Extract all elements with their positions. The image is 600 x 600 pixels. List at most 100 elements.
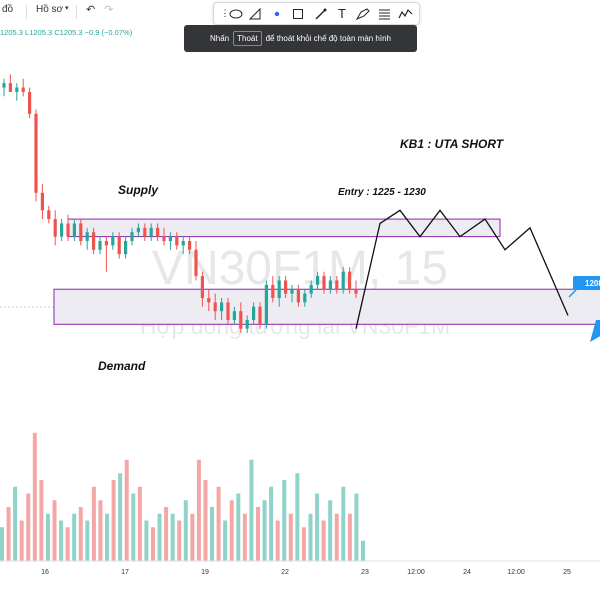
candle-body — [28, 91, 32, 114]
price-tag-box — [573, 276, 600, 290]
candle-body — [290, 289, 294, 294]
volume-bar — [177, 520, 182, 561]
chevron-down-icon[interactable]: ▾ — [65, 5, 69, 12]
volume-bar — [203, 480, 208, 561]
volume-bar — [32, 432, 37, 561]
candle-body — [232, 311, 236, 320]
candle-body — [277, 280, 281, 298]
volume-bar — [0, 527, 4, 561]
candle-body — [92, 232, 96, 250]
toast-suffix: để thoát khỏi chế độ toàn màn hình — [265, 34, 392, 43]
price-tag-pointer — [568, 289, 577, 298]
volume-bar — [137, 486, 142, 561]
x-tick-label: 19 — [201, 569, 209, 576]
volume-bar — [13, 486, 18, 561]
candle-body — [303, 293, 307, 303]
candle-body — [348, 271, 352, 290]
volume-bar — [269, 486, 274, 561]
projection-path[interactable] — [355, 209, 569, 329]
pencil-ruler-icon[interactable] — [247, 6, 263, 21]
volume-bar — [347, 513, 352, 561]
exit-key-badge[interactable]: Thoát — [233, 31, 262, 46]
volume-bar — [45, 513, 50, 561]
candle-body — [98, 241, 102, 250]
candle-body — [15, 87, 19, 92]
volume-bar — [19, 520, 24, 561]
x-tick-label: 12:00 — [407, 569, 425, 576]
candle-body — [245, 319, 249, 329]
dot-icon[interactable] — [269, 6, 285, 21]
candle-body — [309, 284, 313, 294]
candle-body — [111, 236, 115, 246]
undo-icon[interactable]: ↶ — [86, 4, 96, 16]
volume-bar — [59, 520, 64, 561]
volume-bar — [170, 513, 175, 561]
chart-type-button[interactable]: đồ — [2, 4, 14, 15]
volume-bar — [216, 486, 221, 561]
volume-bar — [236, 493, 241, 561]
candle-body — [316, 276, 320, 285]
candle-body — [85, 232, 89, 241]
volume-bar — [262, 500, 267, 561]
candle-body — [226, 302, 230, 320]
volume-bar — [341, 486, 346, 561]
pattern-icon[interactable] — [397, 6, 413, 21]
candle-body — [136, 227, 140, 233]
candle-body — [213, 302, 217, 312]
highlighter-icon[interactable] — [355, 6, 371, 21]
volume-bar — [242, 513, 247, 561]
volume-bar — [72, 513, 77, 561]
price-tag[interactable]: 1208 — [568, 276, 600, 298]
drag-handle-icon[interactable]: ⋮ — [220, 8, 230, 18]
candle-body — [156, 227, 160, 237]
candle-body — [40, 192, 44, 211]
volume-bar — [223, 520, 228, 561]
x-tick-label: 17 — [121, 569, 129, 576]
profile-button[interactable]: Hồ sơ — [36, 4, 64, 15]
candle-body — [162, 236, 166, 241]
volume-bar — [26, 493, 31, 561]
volume-bar — [150, 527, 155, 561]
volume-bar — [275, 520, 280, 561]
text-icon[interactable]: T — [338, 6, 346, 21]
candle-body — [284, 280, 288, 294]
ellipse-icon[interactable] — [228, 6, 244, 21]
volume-bar — [295, 473, 300, 561]
candle-body — [271, 284, 275, 298]
volume-bars — [0, 432, 365, 561]
volume-bar — [85, 520, 90, 561]
volume-bar — [196, 459, 201, 561]
volume-bar — [308, 513, 313, 561]
candlesticks — [2, 74, 358, 334]
ohlc-readout: 1205.3 L1205.3 C1205.3 −0.9 (−0.07%) — [0, 28, 133, 37]
volume-bar — [229, 500, 234, 561]
fib-icon[interactable] — [376, 6, 392, 21]
volume-bar — [334, 513, 339, 561]
drawing-toolbar: ⋮ T — [213, 2, 420, 25]
redo-icon[interactable]: ↷ — [104, 4, 114, 16]
candle-body — [296, 289, 300, 303]
volume-bar — [6, 507, 11, 561]
projection-end-marker — [590, 320, 600, 342]
candle-body — [130, 232, 134, 241]
x-tick-label: 23 — [361, 569, 369, 576]
demand-label: Demand — [98, 359, 146, 373]
toolbar-divider — [26, 5, 27, 19]
volume-bar — [52, 500, 57, 561]
setup-title: KB1 : UTA SHORT — [400, 137, 505, 151]
candle-body — [79, 223, 83, 241]
candle-body — [264, 284, 268, 325]
rectangle-icon[interactable] — [290, 6, 306, 21]
candle-body — [47, 210, 51, 220]
candle-body — [200, 276, 204, 298]
candle-body — [220, 302, 224, 312]
x-tick-label: 16 — [41, 569, 49, 576]
candle-body — [66, 223, 70, 237]
volume-bar — [321, 520, 326, 561]
demand-zone[interactable] — [53, 288, 600, 325]
brush-icon[interactable] — [313, 6, 329, 21]
volume-bar — [282, 480, 287, 561]
volume-bar — [301, 527, 306, 561]
x-tick-label: 25 — [563, 569, 571, 576]
